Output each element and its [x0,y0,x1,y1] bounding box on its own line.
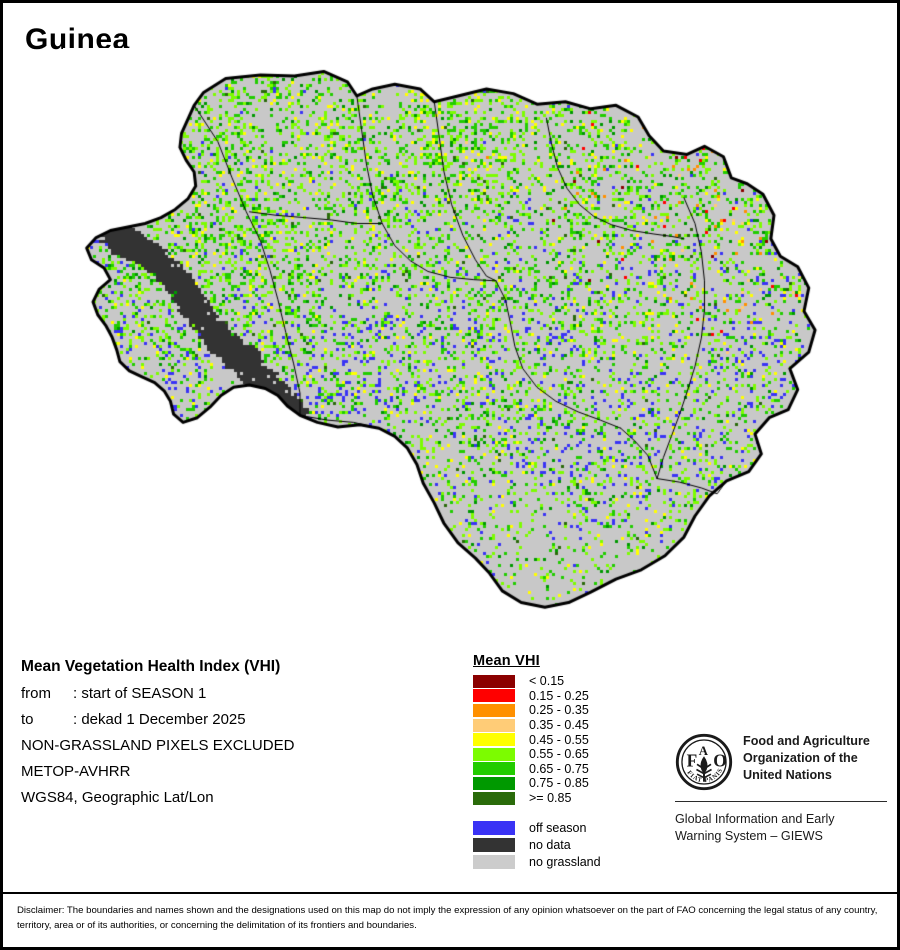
map-metadata-block: Mean Vegetation Health Index (VHI) from … [21,658,451,815]
legend-row-special-1: no data [473,836,673,853]
legend-swatch-class-1 [473,689,515,703]
legend-row-class-2: 0.25 - 0.35 [473,703,673,718]
legend-label-class-7: 0.75 - 0.85 [529,776,589,791]
giews-name: Global Information and Early Warning Sys… [675,811,890,845]
legend-row-class-3: 0.35 - 0.45 [473,718,673,733]
legend-swatch-class-0 [473,674,515,688]
metadata-heading: Mean Vegetation Health Index (VHI) [21,658,281,675]
metadata-projection: WGS84, Geographic Lat/Lon [21,789,214,806]
legend-label-class-3: 0.35 - 0.45 [529,718,589,733]
giews-line-2: Warning System – GIEWS [675,829,823,844]
legend-row-class-5: 0.55 - 0.65 [473,747,673,762]
fao-org-line-3: United Nations [743,767,832,782]
metadata-from-value: : start of SEASON 1 [73,685,207,702]
legend-swatch-class-5 [473,747,515,761]
legend-swatch-class-6 [473,762,515,776]
legend-label-class-6: 0.65 - 0.75 [529,761,589,776]
legend-row-class-1: 0.15 - 0.25 [473,689,673,704]
fao-logo-icon: F A O FIAT PANIS [675,733,733,791]
legend-spacer [473,805,673,819]
giews-line-1: Global Information and Early [675,812,835,826]
fao-branding: F A O FIAT PANIS Food and Agriculture Or… [675,733,890,845]
fao-org-line-1: Food and Agriculture [743,734,870,748]
legend-swatch-special-2 [473,854,515,869]
legend-row-special-0: off season [473,819,673,836]
legend-row-special-2: no grassland [473,853,673,870]
legend-row-class-4: 0.45 - 0.55 [473,732,673,747]
legend-swatch-special-1 [473,837,515,852]
fao-org-line-2: Organization of the [743,750,858,765]
legend-row-class-7: 0.75 - 0.85 [473,776,673,791]
legend-title: Mean VHI [473,653,540,669]
legend-special-list: off season no data no grassland [473,819,673,870]
legend-swatch-class-3 [473,718,515,732]
svg-text:F: F [687,751,698,771]
metadata-to-value: : dekad 1 December 2025 [73,711,246,728]
legend: Mean VHI < 0.15 0.15 - 0.25 0.25 - 0.35 0.3… [473,653,673,870]
legend-class-list: < 0.15 0.15 - 0.25 0.25 - 0.35 0.35 - 0.45 0… [473,674,673,805]
metadata-to-key: to [21,711,34,728]
legend-label-class-5: 0.55 - 0.65 [529,747,589,762]
legend-label-class-8: >= 0.85 [529,791,572,806]
legend-label-class-1: 0.15 - 0.25 [529,688,589,703]
svg-text:A: A [699,744,709,758]
metadata-from-key: from [21,685,51,702]
legend-row-class-0: < 0.15 [473,674,673,689]
svg-text:O: O [713,751,727,771]
fao-organization-name: Food and Agriculture Organization of the… [743,733,870,784]
map-canvas[interactable] [63,48,853,633]
metadata-to-row: to : dekad 1 December 2025 [21,711,451,728]
legend-label-special-2: no grassland [529,854,601,869]
legend-swatch-class-7 [473,776,515,790]
legend-swatch-special-0 [473,820,515,835]
disclaimer-text: Disclaimer: The boundaries and names sho… [17,905,878,931]
fao-divider [675,801,887,802]
metadata-note: NON-GRASSLAND PIXELS EXCLUDED [21,737,295,754]
metadata-from-row: from : start of SEASON 1 [21,685,451,702]
legend-label-special-1: no data [529,837,571,852]
legend-label-class-4: 0.45 - 0.55 [529,732,589,747]
legend-swatch-class-2 [473,703,515,717]
legend-label-special-0: off season [529,820,587,835]
legend-swatch-class-8 [473,791,515,805]
vhi-map[interactable] [63,48,853,633]
fao-top-row: F A O FIAT PANIS Food and Agriculture Or… [675,733,890,791]
legend-label-class-0: < 0.15 [529,674,565,689]
metadata-sensor: METOP-AVHRR [21,763,131,780]
legend-swatch-class-4 [473,733,515,747]
legend-row-class-6: 0.65 - 0.75 [473,762,673,777]
disclaimer-divider [3,892,897,894]
legend-label-class-2: 0.25 - 0.35 [529,703,589,718]
legend-row-class-8: >= 0.85 [473,791,673,806]
